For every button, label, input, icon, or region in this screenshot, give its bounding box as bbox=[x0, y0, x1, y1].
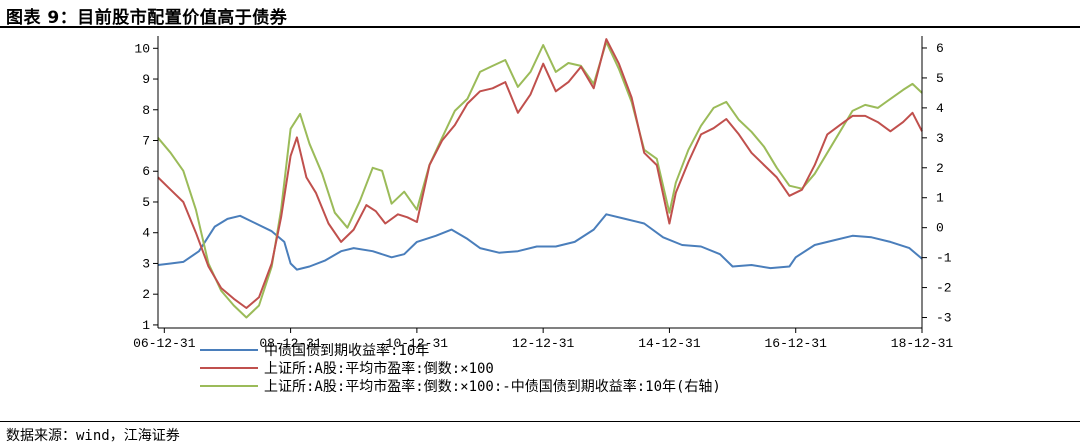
legend-label-2: 上证所:A股:平均市盈率:倒数:×100 bbox=[264, 360, 494, 377]
x-tick-label: 10-12-31 bbox=[386, 336, 449, 351]
line-chart: 1 2 3 4 5 6 7 8 9 10 -3 -2 -1 0 1 2 3 4 5 6 06-12-31 08-12-31… bbox=[133, 36, 954, 395]
right-tick-label: 2 bbox=[936, 161, 944, 176]
right-tick-label: -3 bbox=[936, 311, 952, 326]
left-tick-label: 5 bbox=[142, 195, 150, 210]
right-tick-label: 1 bbox=[936, 191, 944, 206]
right-tick-label: 0 bbox=[936, 221, 944, 236]
title-divider bbox=[0, 26, 1080, 28]
left-tick-label: 8 bbox=[142, 103, 150, 118]
x-tick-label: 14-12-31 bbox=[638, 336, 701, 351]
right-tick-label: -2 bbox=[936, 281, 952, 296]
x-tick-label: 06-12-31 bbox=[133, 336, 196, 351]
x-tick-label: 12-12-31 bbox=[512, 336, 575, 351]
series-line-1 bbox=[157, 213, 923, 271]
source-divider bbox=[0, 421, 1080, 422]
left-tick-label: 9 bbox=[142, 72, 150, 87]
left-tick-label: 10 bbox=[134, 41, 150, 56]
x-tick-label: 08-12-31 bbox=[259, 336, 322, 351]
legend-label-3: 上证所:A股:平均市盈率:倒数:×100:-中债国债到期收益率:10年(右轴) bbox=[264, 378, 721, 395]
series-line-3 bbox=[157, 41, 923, 319]
right-tick-label: 4 bbox=[936, 101, 944, 116]
right-tick-label: -1 bbox=[936, 251, 952, 266]
data-source: 数据来源：wind，江海证券 bbox=[6, 428, 180, 444]
right-tick-label: 6 bbox=[936, 41, 944, 56]
left-tick-label: 6 bbox=[142, 164, 150, 179]
figure-title: 图表 9：目前股市配置价值高于债券 bbox=[6, 8, 288, 28]
right-tick-label: 5 bbox=[936, 71, 944, 86]
legend-label-1: 中债国债到期收益率:10年 bbox=[264, 342, 429, 359]
left-tick-label: 1 bbox=[142, 318, 150, 333]
left-tick-label: 2 bbox=[142, 287, 150, 302]
right-tick-label: 3 bbox=[936, 131, 944, 146]
series-line-2 bbox=[157, 38, 923, 309]
x-tick-label: 18-12-31 bbox=[891, 336, 954, 351]
left-tick-label: 4 bbox=[142, 226, 150, 241]
left-tick-label: 3 bbox=[142, 256, 150, 271]
x-tick-label: 16-12-31 bbox=[765, 336, 828, 351]
left-tick-label: 7 bbox=[142, 134, 150, 149]
